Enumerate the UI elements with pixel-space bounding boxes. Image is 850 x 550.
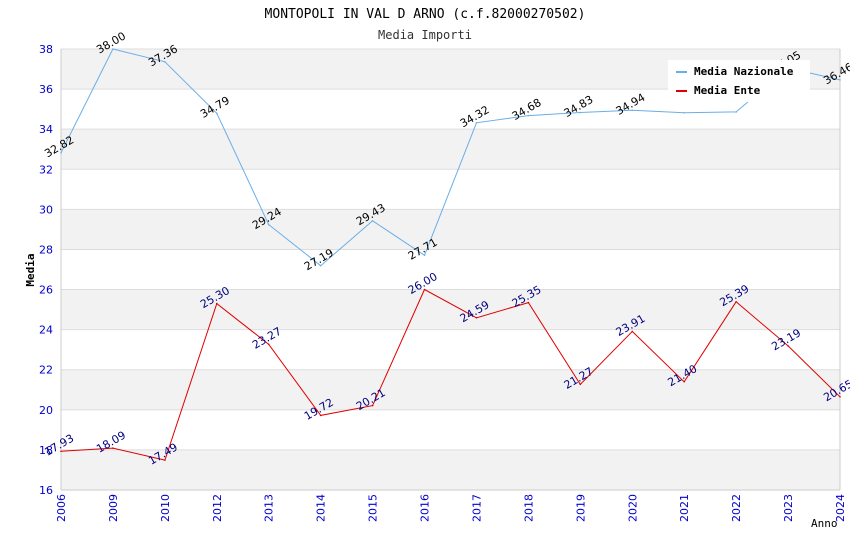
x-tick-label: 2017	[470, 494, 483, 522]
series-line-media-nazionale	[60, 48, 841, 267]
data-point	[267, 343, 270, 346]
data-point	[631, 330, 634, 333]
data-label: 23.19	[769, 326, 803, 353]
y-tick-label: 38	[39, 43, 53, 56]
x-tick-label: 2019	[574, 494, 587, 522]
legend-background	[668, 60, 810, 102]
x-tick-label: 2024	[834, 494, 847, 522]
y-tick-label: 24	[39, 324, 53, 337]
grid-band	[61, 209, 840, 250]
y-tick-label: 36	[39, 83, 53, 96]
x-tick-label: 2023	[782, 494, 795, 522]
data-point	[683, 111, 685, 114]
data-point	[216, 112, 218, 115]
y-tick-label: 16	[39, 484, 53, 497]
y-tick-label: 32	[39, 163, 53, 176]
y-tick-label: 18	[39, 444, 53, 457]
x-axis-title: Anno	[811, 517, 838, 530]
data-point	[579, 383, 582, 386]
data-point	[423, 288, 426, 291]
x-tick-label: 2016	[419, 494, 432, 522]
data-point	[475, 121, 478, 124]
data-point	[164, 459, 166, 461]
data-label: 34.79	[198, 94, 232, 121]
y-tick-label: 28	[39, 243, 53, 256]
series-line-media-ente	[60, 288, 841, 461]
x-tick-label: 2015	[367, 494, 380, 522]
data-point	[216, 302, 218, 305]
grid-band	[61, 449, 840, 490]
data-point	[475, 317, 478, 319]
y-axis-title: Media	[24, 253, 37, 286]
data-point	[735, 111, 737, 113]
x-tick-label: 2012	[211, 494, 224, 522]
y-tick-label: 20	[39, 404, 53, 417]
x-tick-label: 2006	[55, 494, 68, 522]
grid-band	[61, 369, 840, 410]
grid-band	[61, 129, 840, 170]
data-point	[787, 345, 789, 347]
x-tick-label: 2018	[522, 494, 535, 522]
data-point	[267, 223, 270, 226]
chart-subtitle: Media Importi	[378, 28, 472, 42]
x-tick-label: 2009	[107, 494, 120, 522]
data-point	[423, 254, 426, 257]
y-tick-label: 22	[39, 364, 53, 377]
data-label: 34.94	[614, 91, 648, 118]
grid-band	[61, 289, 840, 330]
data-point	[319, 414, 322, 417]
x-tick-labels: 2006 2009 2010 2012 2013 2014 2015 2016 2017 2018…	[55, 494, 847, 522]
data-point	[371, 404, 374, 407]
data-point	[371, 219, 374, 222]
x-tick-label: 2013	[263, 494, 276, 522]
data-point	[112, 447, 114, 449]
y-tick-labels: 16 18 20 22 24 26 28 30 32 34 36 38	[39, 43, 53, 497]
x-tick-label: 2010	[159, 494, 172, 522]
gridlines	[61, 48, 840, 491]
legend: Media Nazionale Media Ente	[668, 60, 810, 102]
data-point	[60, 450, 62, 453]
data-point	[735, 300, 737, 303]
series-lines	[60, 48, 841, 461]
legend-label-media-ente: Media Ente	[694, 84, 761, 97]
legend-label-media-nazionale: Media Nazionale	[694, 65, 794, 78]
y-tick-label: 34	[39, 123, 53, 136]
data-point	[164, 61, 166, 63]
data-point	[319, 264, 322, 267]
x-tick-label: 2021	[678, 494, 691, 522]
background-bands	[61, 49, 840, 490]
y-tick-label: 26	[39, 284, 53, 297]
data-point	[527, 114, 530, 117]
data-point	[683, 380, 685, 383]
data-point	[579, 111, 582, 114]
data-label: 34.83	[562, 93, 596, 120]
axes	[60, 49, 841, 491]
data-point	[527, 301, 530, 304]
data-point	[839, 79, 841, 81]
x-tick-label: 2022	[730, 494, 743, 522]
data-point	[60, 152, 62, 154]
x-tick-label: 2014	[315, 494, 328, 522]
data-point	[112, 48, 114, 50]
y-tick-label: 30	[39, 203, 53, 216]
data-label: 34.68	[510, 96, 544, 123]
data-point	[839, 395, 841, 398]
data-label: 27.19	[302, 246, 336, 273]
chart-title: MONTOPOLI IN VAL D ARNO (c.f.82000270502…	[265, 7, 586, 22]
x-tick-label: 2020	[626, 494, 639, 522]
data-point	[631, 109, 634, 112]
